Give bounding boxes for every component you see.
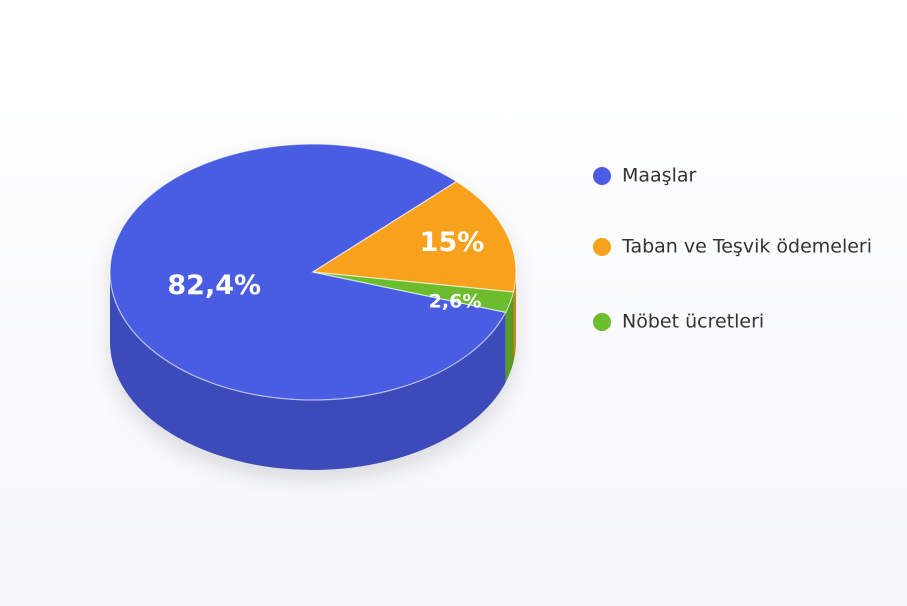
value-label: 15%: [420, 227, 485, 258]
legend-marker: [593, 167, 611, 185]
value-label: 2,6%: [429, 290, 482, 312]
legend-marker: [593, 238, 611, 256]
legend-label: Maaşlar: [622, 165, 697, 187]
legend-label: Taban ve Teşvik ödemeleri: [621, 236, 872, 258]
labels: 82,4% 15% 2,6%: [167, 227, 484, 312]
slice: [312, 271, 515, 313]
slice: [311, 180, 517, 293]
value-label: 82,4%: [167, 270, 261, 301]
slice-side: [513, 272, 516, 363]
legend: Maaşlar Taban ve Teşvik ödemeleri Nöbet üc…: [593, 165, 872, 333]
slice: [109, 143, 507, 401]
legend-label: Nöbet ücretleri: [622, 311, 764, 333]
pie: [109, 143, 517, 470]
legend-marker: [593, 313, 611, 331]
slice-side: [505, 292, 514, 383]
slice-side: [110, 272, 506, 470]
